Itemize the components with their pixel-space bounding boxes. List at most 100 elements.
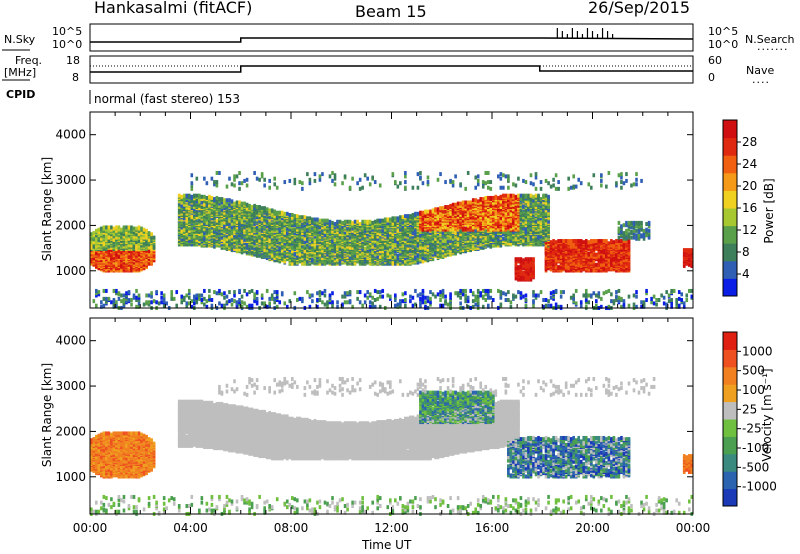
power-cell	[353, 246, 357, 251]
power-cell	[263, 183, 266, 188]
power-cell	[394, 254, 397, 259]
power-cell	[117, 261, 121, 266]
power-cell	[127, 290, 131, 295]
power-cell	[321, 300, 324, 305]
power-cell	[198, 215, 201, 220]
power-cell	[273, 290, 277, 295]
power-cell	[311, 293, 314, 298]
power-cell	[378, 246, 382, 251]
power-cell	[90, 232, 93, 237]
power-cell	[421, 300, 425, 305]
power-cell	[97, 233, 101, 238]
power-cell	[306, 224, 309, 229]
power-cell	[268, 220, 271, 225]
power-cell	[346, 240, 349, 245]
power-cell	[102, 303, 106, 308]
power-cell	[303, 251, 307, 256]
power-cell	[419, 303, 422, 308]
power-cell	[208, 212, 211, 217]
power-cell	[273, 253, 277, 258]
power-cell	[223, 206, 226, 211]
power-cell	[298, 180, 302, 185]
power-cell	[283, 211, 287, 216]
cpid-label: CPID	[6, 88, 36, 101]
power-cell	[421, 210, 425, 215]
power-cell	[311, 299, 314, 304]
power-cell	[331, 300, 334, 305]
power-cell	[409, 294, 412, 299]
power-cell	[127, 267, 131, 272]
power-cell	[208, 194, 211, 199]
power-cell	[421, 294, 425, 299]
power-cell	[399, 303, 402, 308]
power-cell	[351, 176, 354, 181]
power-cell	[358, 177, 362, 182]
power-cell	[280, 216, 284, 221]
power-cell	[137, 293, 141, 298]
power-cell	[137, 301, 141, 306]
power-cell	[356, 226, 359, 231]
power-cell	[414, 302, 417, 307]
power-cell	[150, 300, 153, 305]
power-cell	[280, 210, 284, 215]
power-cell	[341, 220, 344, 225]
power-cell	[190, 194, 194, 199]
power-cell	[293, 181, 297, 186]
power-cell	[193, 298, 196, 303]
power-cell	[193, 222, 196, 227]
power-cell	[162, 303, 166, 308]
power-cell	[205, 304, 209, 309]
power-cell	[316, 235, 319, 240]
power-cell	[130, 251, 133, 256]
power-cell	[155, 300, 158, 305]
power-cell	[203, 235, 206, 240]
power-cell	[235, 304, 239, 309]
power-cell	[333, 244, 337, 249]
power-cell	[112, 298, 116, 303]
power-cell	[198, 293, 201, 298]
power-cell	[255, 296, 259, 301]
power-cell	[182, 193, 186, 198]
power-cell	[253, 217, 256, 222]
power-cell	[235, 249, 239, 254]
power-cell	[275, 237, 279, 242]
power-cell	[371, 175, 374, 180]
power-cell	[419, 170, 422, 175]
power-cell	[132, 251, 136, 256]
power-cell	[193, 232, 196, 237]
power-cell	[285, 246, 289, 251]
power-cell	[306, 232, 309, 237]
power-cell	[378, 290, 382, 295]
frequency-trace	[90, 65, 693, 73]
power-cell	[366, 290, 369, 295]
power-cell	[326, 260, 329, 265]
power-cell	[258, 177, 261, 182]
power-cell	[228, 299, 231, 304]
power-cell	[92, 299, 96, 304]
power-cell	[193, 237, 196, 242]
power-cell	[346, 300, 349, 305]
power-cell	[283, 180, 287, 185]
power-cell	[218, 199, 221, 204]
power-cell	[150, 250, 153, 255]
power-cell	[331, 258, 334, 263]
power-cell	[203, 176, 206, 181]
power-cell	[270, 295, 274, 300]
power-cell	[238, 237, 241, 242]
power-cell	[311, 235, 314, 240]
power-cell	[351, 226, 354, 231]
power-cell	[240, 304, 244, 309]
power-cell	[368, 300, 372, 305]
power-cell	[190, 223, 194, 228]
power-cell	[213, 290, 216, 295]
power-cell	[401, 224, 405, 229]
power-cell	[373, 180, 377, 185]
power-cell	[328, 239, 332, 244]
power-cell	[170, 296, 173, 301]
power-cell	[145, 228, 148, 233]
power-cell	[383, 252, 387, 257]
power-cell	[180, 228, 184, 233]
power-cell	[268, 185, 271, 190]
power-cell	[301, 186, 304, 191]
power-cell	[351, 261, 354, 266]
